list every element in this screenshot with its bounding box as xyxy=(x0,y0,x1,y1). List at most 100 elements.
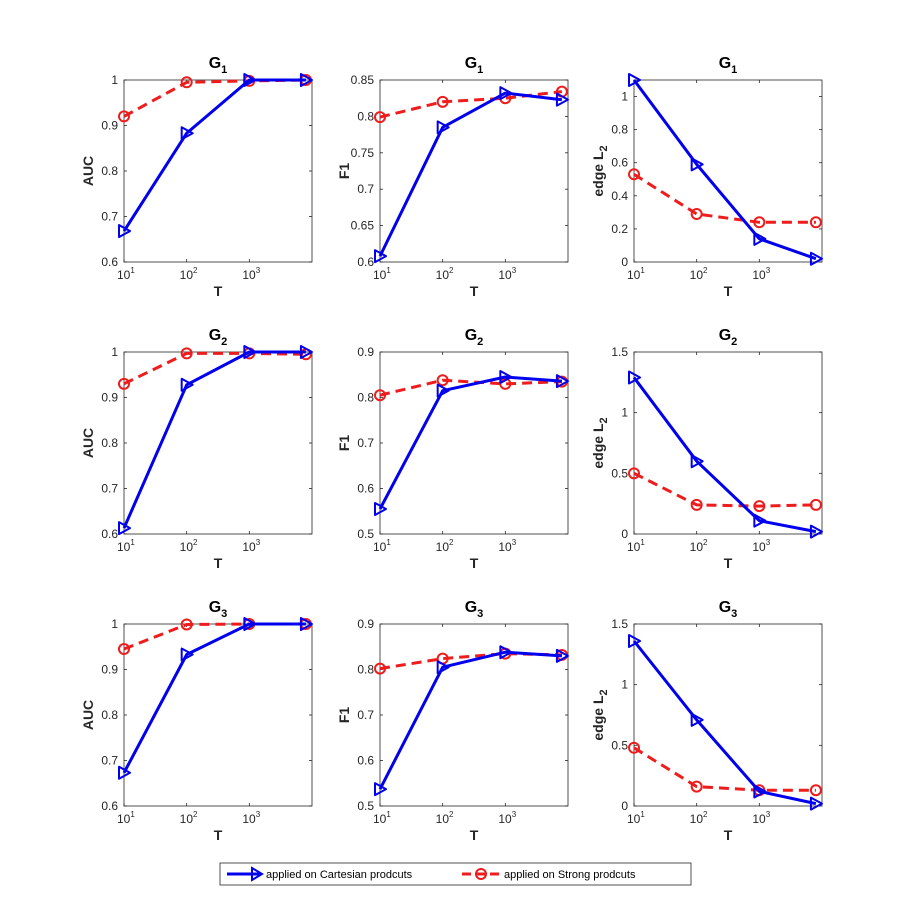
x-tick-label: 102 xyxy=(436,266,454,282)
y-tick-label: 0.6 xyxy=(101,527,118,541)
data-point-strong xyxy=(628,467,640,480)
plot-area-frame xyxy=(123,351,313,535)
data-point-strong xyxy=(374,111,386,124)
series-cartesian xyxy=(118,73,313,239)
y-tick-label: 0.9 xyxy=(357,617,374,631)
series-line-strong xyxy=(633,471,816,508)
y-tick-label: 1 xyxy=(111,345,118,359)
data-point-strong xyxy=(436,374,449,387)
data-point-cartesian xyxy=(436,383,450,398)
data-point-cartesian xyxy=(374,501,387,516)
x-axis-label: T xyxy=(214,555,223,571)
y-axis-label: edge L2 xyxy=(590,417,610,468)
y-ticks: 0.5 0.6 0.7 0.8 0.9 xyxy=(357,617,568,813)
y-tick-label: 0.65 xyxy=(351,219,375,233)
subplot-title: G3 xyxy=(209,599,228,620)
x-tick-label: 101 xyxy=(373,538,391,554)
data-point-cartesian xyxy=(118,765,131,780)
data-point-strong xyxy=(436,95,449,108)
y-tick-label: 0.8 xyxy=(357,109,374,123)
x-axis-label: T xyxy=(724,555,733,571)
series-line-strong xyxy=(123,622,306,651)
data-point-cartesian xyxy=(753,513,767,528)
subplot-8: 101 102 103 0.5 0.6 0.7 0.8 0.9 G3 T F1 xyxy=(336,599,569,843)
x-ticks: 101 102 103 xyxy=(117,624,261,826)
series-line-strong xyxy=(379,378,562,397)
data-point-cartesian xyxy=(243,345,257,359)
x-tick-label: 101 xyxy=(117,538,135,554)
y-ticks: 0.6 0.65 0.7 0.75 0.8 0.85 xyxy=(351,73,568,269)
legend-strong-marker xyxy=(475,868,487,880)
x-tick-label: 102 xyxy=(180,266,198,282)
series-cartesian xyxy=(118,617,313,780)
data-point-cartesian xyxy=(118,224,131,239)
y-ticks: 0 0.5 1 1.5 xyxy=(611,617,822,813)
y-tick-label: 0.6 xyxy=(611,156,628,170)
data-point-cartesian xyxy=(299,345,313,359)
x-tick-label: 101 xyxy=(373,266,391,282)
y-tick-label: 1.5 xyxy=(611,345,628,359)
data-point-cartesian xyxy=(299,617,313,631)
y-tick-label: 1 xyxy=(111,617,118,631)
subplot-title: G1 xyxy=(209,55,228,76)
x-tick-label: 101 xyxy=(627,810,645,826)
data-point-cartesian xyxy=(243,617,257,631)
data-point-cartesian xyxy=(436,660,450,675)
y-tick-label: 0 xyxy=(621,799,628,813)
data-point-cartesian xyxy=(690,712,704,727)
data-point-strong xyxy=(180,76,193,89)
y-tick-label: 0.6 xyxy=(357,255,374,269)
series-cartesian xyxy=(374,370,569,516)
data-point-cartesian xyxy=(690,157,704,172)
series-line-strong xyxy=(379,90,563,119)
y-tick-label: 1 xyxy=(621,678,628,692)
data-point-cartesian xyxy=(118,521,131,536)
y-tick-label: 0.5 xyxy=(611,466,628,480)
plot-area-frame xyxy=(633,351,823,535)
y-tick-label: 0.8 xyxy=(101,708,118,722)
data-point-cartesian xyxy=(499,370,513,385)
legend-strong-label: applied on Strong prodcuts xyxy=(504,869,636,881)
series-strong xyxy=(628,168,822,229)
x-ticks: 101 102 103 xyxy=(627,352,771,554)
y-tick-label: 0.6 xyxy=(357,482,374,496)
y-tick-label: 0.2 xyxy=(611,222,628,236)
x-axis-label: T xyxy=(214,827,223,843)
y-axis-label: F1 xyxy=(336,163,352,180)
y-tick-label: 0.5 xyxy=(611,738,628,752)
plot-area-frame xyxy=(633,623,823,807)
series-line-cartesian xyxy=(378,375,563,510)
x-tick-label: 101 xyxy=(627,266,645,282)
y-tick-label: 0.9 xyxy=(101,391,118,405)
data-point-cartesian xyxy=(628,370,641,385)
data-point-cartesian xyxy=(753,784,767,799)
subplot-2: 101 102 103 0.6 0.65 0.7 0.75 0.8 0.85 G1 T F1 xyxy=(336,55,569,299)
data-point-cartesian xyxy=(628,633,641,648)
y-tick-label: 0 xyxy=(621,527,628,541)
y-tick-label: 0.5 xyxy=(357,527,374,541)
x-axis-label: T xyxy=(214,283,223,299)
y-axis-label: edge L2 xyxy=(590,145,610,196)
y-axis-label: AUC xyxy=(80,700,96,730)
data-point-cartesian xyxy=(374,782,387,797)
y-axis-label: edge L2 xyxy=(590,689,610,740)
series-cartesian xyxy=(628,370,823,539)
data-point-cartesian xyxy=(809,251,823,266)
x-tick-label: 103 xyxy=(498,810,516,826)
y-tick-label: 0.7 xyxy=(357,182,374,196)
data-point-cartesian xyxy=(809,524,823,539)
x-tick-label: 103 xyxy=(242,538,260,554)
series-line-cartesian xyxy=(122,350,306,529)
y-tick-label: 1 xyxy=(621,406,628,420)
x-ticks: 101 102 103 xyxy=(373,624,517,826)
series-line-cartesian xyxy=(632,376,817,534)
series-line-cartesian xyxy=(632,79,817,261)
y-axis-label: AUC xyxy=(80,428,96,458)
data-point-cartesian xyxy=(499,645,513,660)
y-tick-label: 1.5 xyxy=(611,617,628,631)
x-tick-label: 101 xyxy=(117,266,135,282)
subplot-title: G3 xyxy=(719,599,738,620)
